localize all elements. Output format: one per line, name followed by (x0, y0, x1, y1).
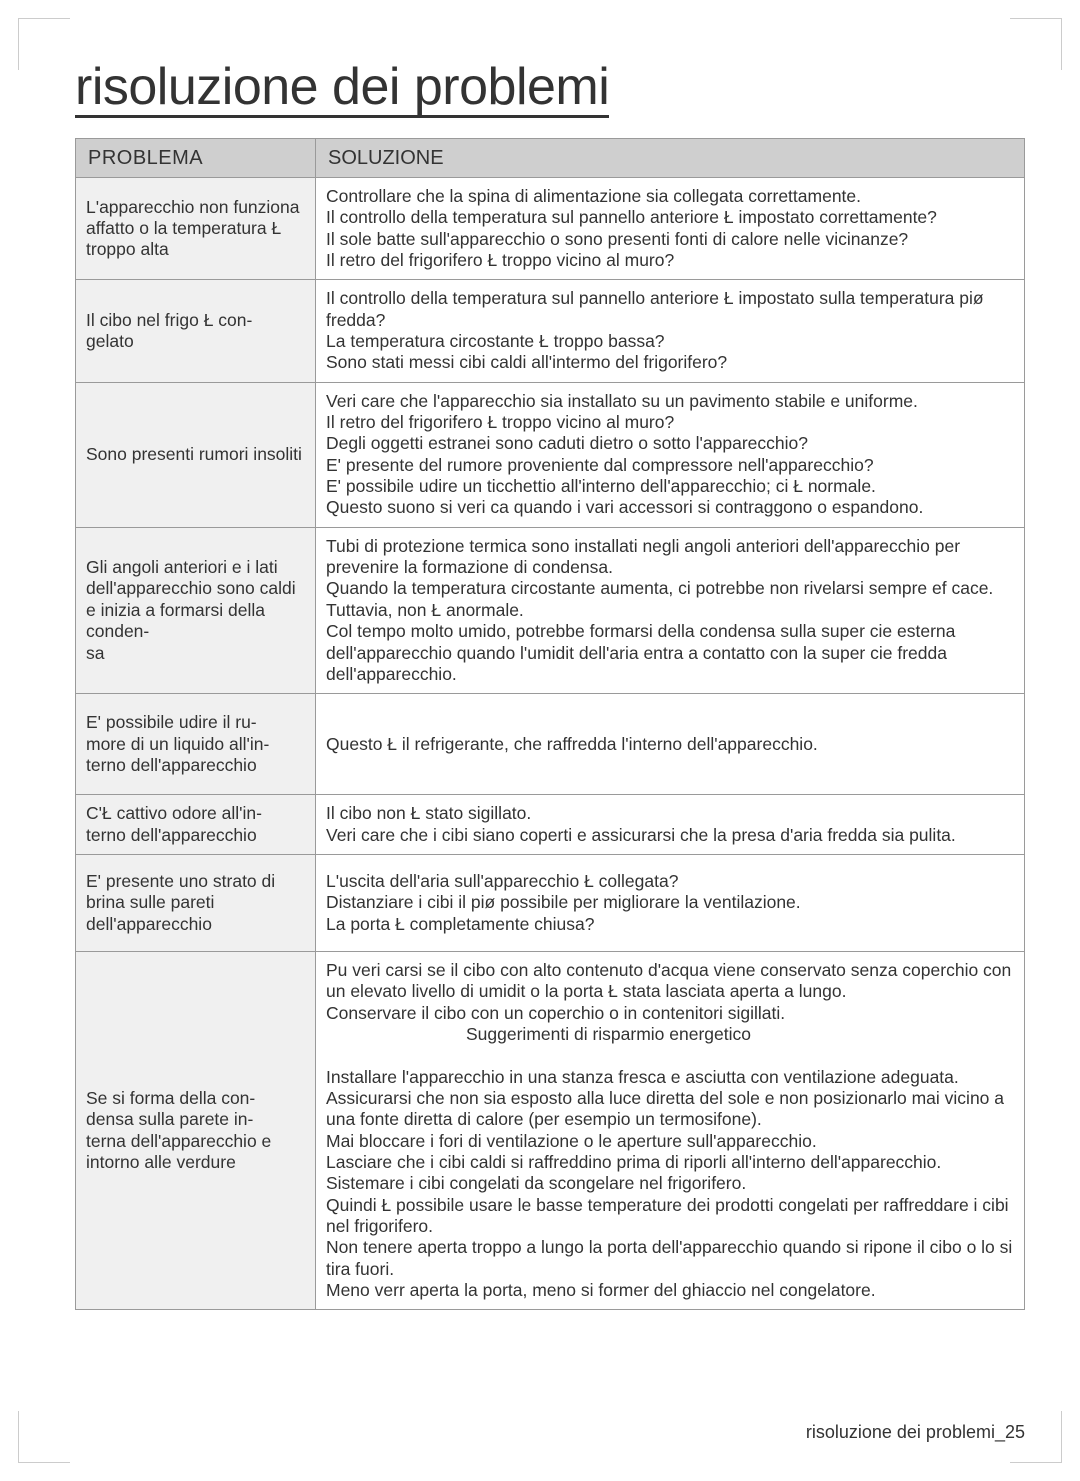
page: risoluzione dei problemi PROBLEMA SOLUZI… (0, 0, 1080, 1481)
problem-cell: Se si forma della con-densa sulla parete… (76, 951, 316, 1310)
solution-cell: Tubi di protezione termica sono installa… (316, 527, 1025, 693)
table-row: Sono presenti rumori insolitiVeri care c… (76, 382, 1025, 527)
table-header-row: PROBLEMA SOLUZIONE (76, 138, 1025, 177)
solution-cell: Veri care che l'apparecchio sia installa… (316, 382, 1025, 527)
problem-cell: Gli angoli anteriori e i lati dell'appar… (76, 527, 316, 693)
page-title: risoluzione dei problemi (75, 60, 609, 118)
col-solution: SOLUZIONE (316, 138, 1025, 177)
table-row: C'Ł cattivo odore all'in-terno dell'appa… (76, 795, 1025, 855)
col-problem: PROBLEMA (76, 138, 316, 177)
troubleshoot-table: PROBLEMA SOLUZIONE L'apparecchio non fun… (75, 138, 1025, 1311)
problem-cell: E' possibile udire il ru-more di un liqu… (76, 694, 316, 795)
solution-cell: L'uscita dell'aria sull'apparecchio Ł co… (316, 854, 1025, 951)
solution-cell: Controllare che la spina di alimentazion… (316, 177, 1025, 279)
solution-cell: Il controllo della temperatura sul panne… (316, 280, 1025, 382)
problem-cell: Sono presenti rumori insoliti (76, 382, 316, 527)
table-row: E' presente uno strato di brina sulle pa… (76, 854, 1025, 951)
solution-cell: Pu veri carsi se il cibo con alto conten… (316, 951, 1025, 1310)
problem-cell: C'Ł cattivo odore all'in-terno dell'appa… (76, 795, 316, 855)
solution-cell: Questo Ł il refrigerante, che raffredda … (316, 694, 1025, 795)
problem-cell: L'apparecchio non funziona affatto o la … (76, 177, 316, 279)
table-row: E' possibile udire il ru-more di un liqu… (76, 694, 1025, 795)
table-row: Se si forma della con-densa sulla parete… (76, 951, 1025, 1310)
problem-cell: Il cibo nel frigo Ł con-gelato (76, 280, 316, 382)
page-footer: risoluzione dei problemi_25 (806, 1422, 1025, 1443)
problem-cell: E' presente uno strato di brina sulle pa… (76, 854, 316, 951)
solution-cell: Il cibo non Ł stato sigillato.Veri care … (316, 795, 1025, 855)
table-row: Gli angoli anteriori e i lati dell'appar… (76, 527, 1025, 693)
table-row: L'apparecchio non funziona affatto o la … (76, 177, 1025, 279)
table-row: Il cibo nel frigo Ł con-gelatoIl control… (76, 280, 1025, 382)
